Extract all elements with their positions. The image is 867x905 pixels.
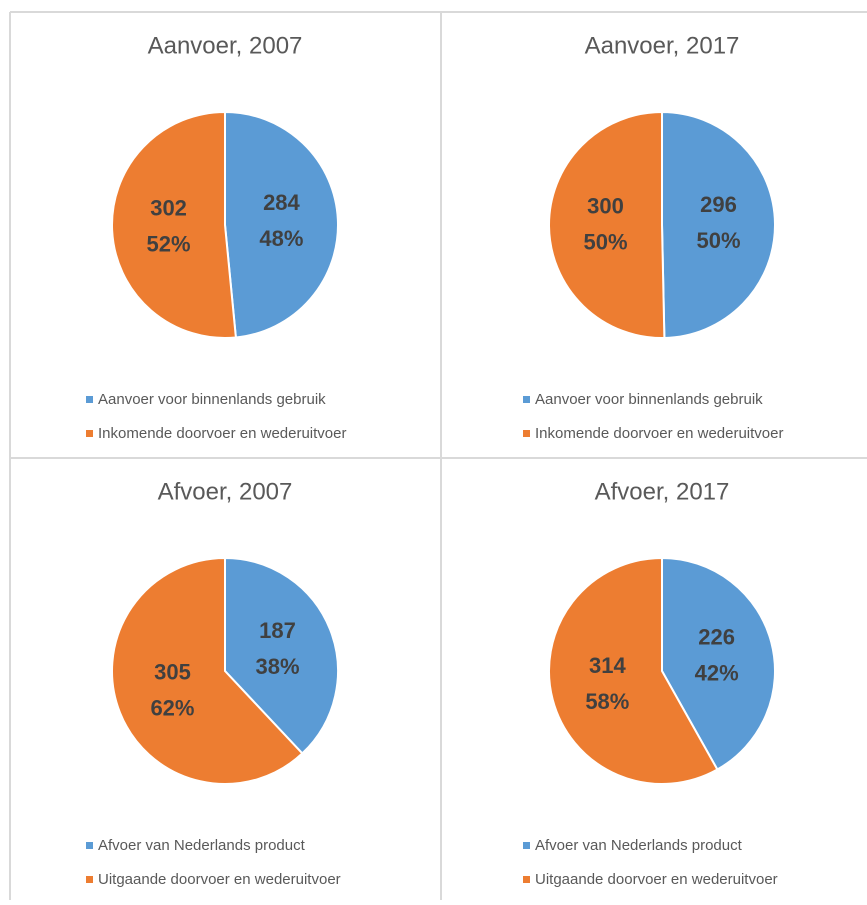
legend-swatch	[523, 430, 530, 437]
legend-swatch	[86, 876, 93, 883]
data-label: 305	[154, 660, 191, 685]
data-label-percent: 58%	[585, 689, 629, 714]
pie-slice	[111, 110, 237, 339]
legend-label: Afvoer van Nederlands product	[535, 837, 743, 854]
legend-label: Uitgaande doorvoer en wederuitvoer	[535, 871, 778, 888]
data-label: 314	[589, 653, 626, 678]
data-label-percent: 52%	[147, 232, 191, 257]
data-label-percent: 62%	[150, 696, 194, 721]
data-label: 296	[700, 192, 737, 217]
legend-label: Aanvoer voor binnenlands gebruik	[535, 391, 763, 408]
pie-slice	[548, 556, 719, 785]
legend-label: Inkomende doorvoer en wederuitvoer	[98, 425, 346, 442]
chart-title: Aanvoer, 2007	[148, 32, 303, 59]
legend-swatch	[523, 876, 530, 883]
chart-title: Afvoer, 2017	[595, 478, 730, 505]
chart-title: Afvoer, 2007	[158, 478, 293, 505]
data-label-percent: 48%	[259, 226, 303, 251]
pie-slice	[111, 556, 304, 785]
data-label: 187	[259, 618, 296, 643]
legend-label: Inkomende doorvoer en wederuitvoer	[535, 425, 783, 442]
legend-label: Uitgaande doorvoer en wederuitvoer	[98, 871, 341, 888]
legend-swatch	[86, 842, 93, 849]
data-label-percent: 50%	[583, 229, 627, 254]
pie-slice	[224, 110, 339, 339]
panel-borders	[9, 11, 867, 900]
legend-swatch	[523, 842, 530, 849]
data-label: 302	[150, 196, 187, 221]
pie-slice	[224, 556, 339, 755]
data-label: 300	[587, 193, 624, 218]
legend-label: Aanvoer voor binnenlands gebruik	[98, 391, 326, 408]
data-label-percent: 50%	[696, 228, 740, 253]
data-label-percent: 42%	[695, 661, 739, 686]
pie-slice	[548, 110, 666, 339]
legend-label: Afvoer van Nederlands product	[98, 837, 306, 854]
legend-swatch	[523, 396, 530, 403]
pie-slice	[661, 556, 776, 771]
data-label-percent: 38%	[256, 654, 300, 679]
legend-swatch	[86, 430, 93, 437]
data-label: 226	[698, 625, 735, 650]
legend-swatch	[86, 396, 93, 403]
chart-title: Aanvoer, 2017	[585, 32, 740, 59]
data-label: 284	[263, 190, 300, 215]
pie-slice	[661, 110, 776, 339]
